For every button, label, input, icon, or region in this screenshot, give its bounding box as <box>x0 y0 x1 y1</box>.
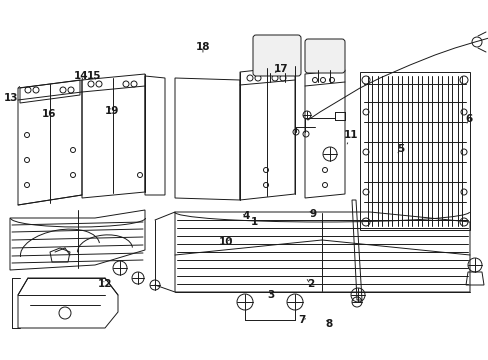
Text: 2: 2 <box>306 279 313 289</box>
FancyBboxPatch shape <box>305 39 345 73</box>
Text: 13: 13 <box>3 86 20 103</box>
Text: 15: 15 <box>87 71 102 81</box>
Text: 12: 12 <box>98 279 112 289</box>
FancyBboxPatch shape <box>252 35 301 76</box>
Text: 14: 14 <box>73 71 88 81</box>
Circle shape <box>460 109 466 115</box>
Text: 7: 7 <box>298 315 305 325</box>
Circle shape <box>361 76 369 84</box>
Text: 5: 5 <box>397 144 404 154</box>
Text: 10: 10 <box>218 237 233 247</box>
Text: 6: 6 <box>465 114 472 124</box>
Text: 1: 1 <box>246 216 257 228</box>
Text: 16: 16 <box>41 109 56 120</box>
Text: 8: 8 <box>325 319 331 329</box>
Text: 17: 17 <box>273 64 288 74</box>
Circle shape <box>361 218 369 226</box>
Text: 18: 18 <box>195 42 210 52</box>
Circle shape <box>362 109 368 115</box>
Text: 11: 11 <box>343 130 358 144</box>
Circle shape <box>459 76 467 84</box>
Circle shape <box>460 189 466 195</box>
Text: 4: 4 <box>242 211 250 221</box>
Circle shape <box>362 189 368 195</box>
Text: 19: 19 <box>105 106 120 116</box>
Circle shape <box>459 218 467 226</box>
Text: 3: 3 <box>267 290 274 300</box>
Circle shape <box>362 149 368 155</box>
Circle shape <box>460 149 466 155</box>
Text: 9: 9 <box>309 209 316 219</box>
